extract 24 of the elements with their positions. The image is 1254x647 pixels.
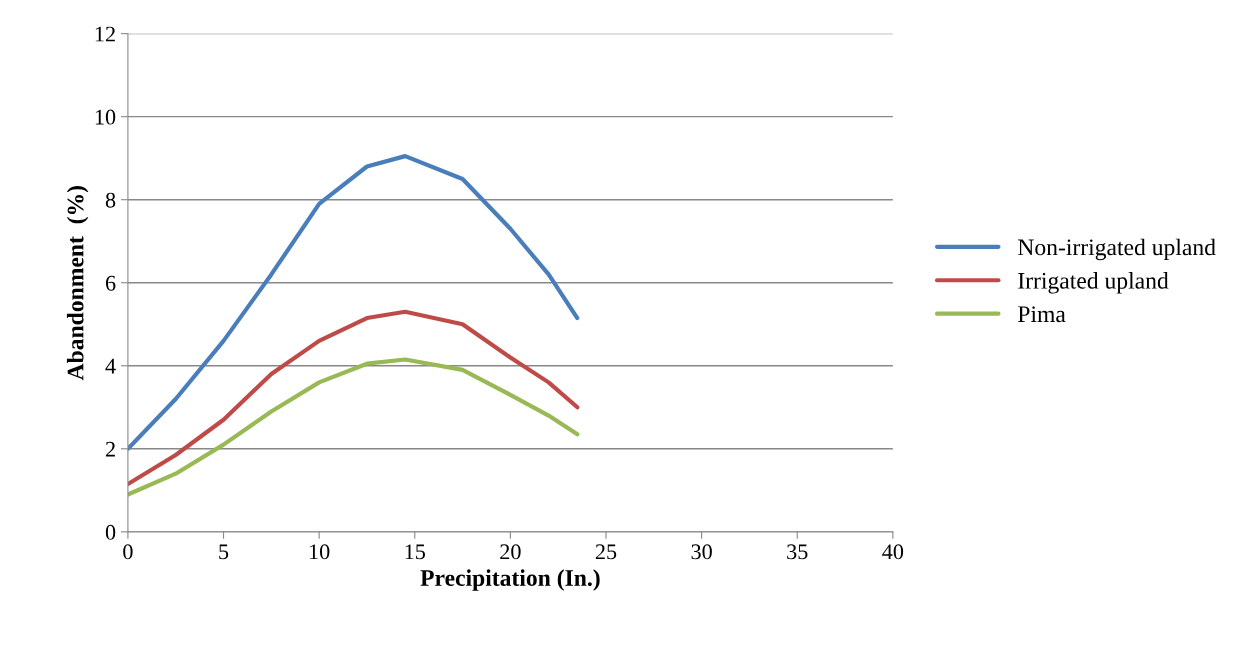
y-tick-label: 4 xyxy=(105,358,116,374)
legend-label: Irrigated upland xyxy=(1018,272,1169,294)
x-axis-title: Precipitation (In.) xyxy=(420,569,600,591)
y-tick-label: 8 xyxy=(105,192,116,208)
x-tick-label: 10 xyxy=(309,544,330,560)
x-tick-label: 40 xyxy=(882,544,904,560)
legend-label: Pima xyxy=(1018,306,1066,323)
x-tick-label: 15 xyxy=(405,544,425,560)
y-tick-label: 12 xyxy=(95,26,115,42)
y-tick-label: 10 xyxy=(95,109,116,125)
x-tick-label: 30 xyxy=(691,544,712,560)
y-tick-label: 2 xyxy=(105,441,115,457)
legend-label: Non-irrigated upland xyxy=(1018,238,1216,261)
line-series xyxy=(127,309,580,487)
line-series xyxy=(127,154,580,451)
x-tick-label: 25 xyxy=(595,544,617,560)
y-axis-title: Abandonment (%) xyxy=(66,186,89,381)
y-tick-label: 0 xyxy=(105,524,116,540)
x-tick-label: 20 xyxy=(500,544,521,560)
line-series xyxy=(127,357,580,497)
x-tick-label: 5 xyxy=(219,544,229,560)
y-tick-label: 6 xyxy=(105,275,116,291)
x-tick-label: 35 xyxy=(787,544,808,560)
x-tick-label: 0 xyxy=(123,544,133,560)
